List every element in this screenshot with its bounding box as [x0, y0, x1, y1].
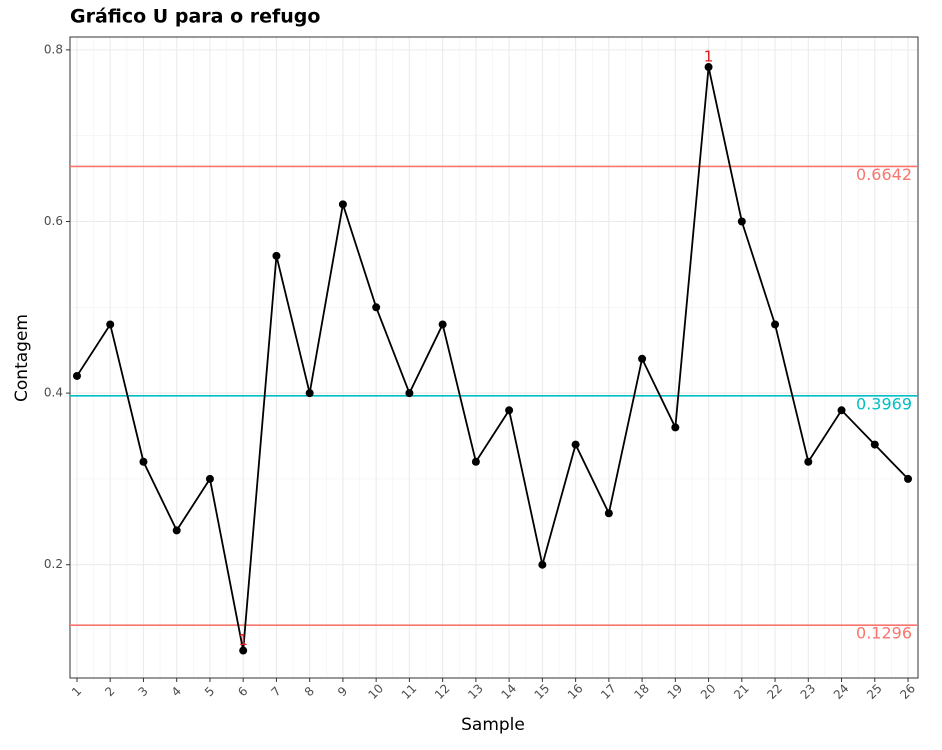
data-point [737, 217, 746, 226]
x-tick-label: 4 [169, 684, 184, 699]
x-tick-label: 14 [498, 681, 519, 702]
x-tick-label: 22 [764, 681, 785, 702]
data-point [571, 440, 580, 449]
x-axis-label: Sample [461, 715, 525, 735]
x-tick-label: 8 [302, 684, 317, 699]
x-tick-label: 23 [798, 681, 819, 702]
x-tick-label: 7 [268, 684, 283, 699]
x-tick-label: 6 [235, 684, 250, 699]
data-point [471, 457, 480, 466]
data-point [804, 457, 813, 466]
y-tick-label: 0.6 [44, 214, 63, 228]
data-point [704, 63, 713, 72]
x-tick-label: 21 [731, 681, 752, 702]
x-tick-label: 9 [335, 684, 350, 699]
data-point [172, 526, 181, 535]
series-line [76, 66, 909, 651]
x-tick-label: 20 [698, 681, 719, 702]
violation-label: 1 [238, 631, 248, 649]
data-point [239, 646, 248, 655]
x-tick-label: 5 [202, 684, 217, 699]
x-tick-label: 12 [432, 681, 453, 702]
violation-label: 1 [704, 48, 714, 66]
data-point [438, 320, 447, 329]
data-point [338, 200, 347, 209]
data-point [638, 354, 647, 363]
data-point [372, 303, 381, 312]
control-line-label: 0.1296 [856, 624, 912, 643]
chart-title: Gráfico U para o refugo [70, 6, 320, 28]
x-tick-label: 26 [897, 681, 918, 702]
data-point [205, 474, 214, 483]
data-point [106, 320, 115, 329]
x-tick-label: 13 [465, 681, 486, 702]
data-point [505, 406, 514, 415]
x-tick-label: 2 [102, 684, 117, 699]
data-point [837, 406, 846, 415]
x-tick-label: 10 [365, 681, 386, 702]
x-tick-label: 16 [565, 681, 586, 702]
x-tick-label: 24 [831, 681, 852, 702]
y-axis-label: Contagem [12, 314, 32, 402]
panel-border [69, 36, 919, 679]
x-tick-label: 3 [135, 684, 150, 699]
data-point [771, 320, 780, 329]
control-line-label: 0.3969 [856, 394, 912, 413]
y-tick-label: 0.8 [44, 42, 63, 56]
x-tick-label: 25 [864, 681, 885, 702]
x-tick-label: 11 [399, 681, 420, 702]
data-point [272, 251, 281, 260]
x-tick-label: 15 [532, 681, 553, 702]
x-tick-label: 19 [665, 681, 686, 702]
y-tick-label: 0.4 [44, 386, 63, 400]
data-point [72, 371, 81, 380]
data-point [538, 560, 547, 569]
data-point [305, 389, 314, 398]
data-point [671, 423, 680, 432]
data-point [604, 509, 613, 518]
y-tick-label: 0.2 [44, 557, 63, 571]
data-point [870, 440, 879, 449]
x-tick-label: 18 [631, 681, 652, 702]
x-tick-label: 1 [69, 684, 84, 699]
control-line-label: 0.6642 [856, 165, 912, 184]
data-point [405, 389, 414, 398]
data-point [139, 457, 148, 466]
data-point [904, 474, 913, 483]
x-tick-label: 17 [598, 681, 619, 702]
